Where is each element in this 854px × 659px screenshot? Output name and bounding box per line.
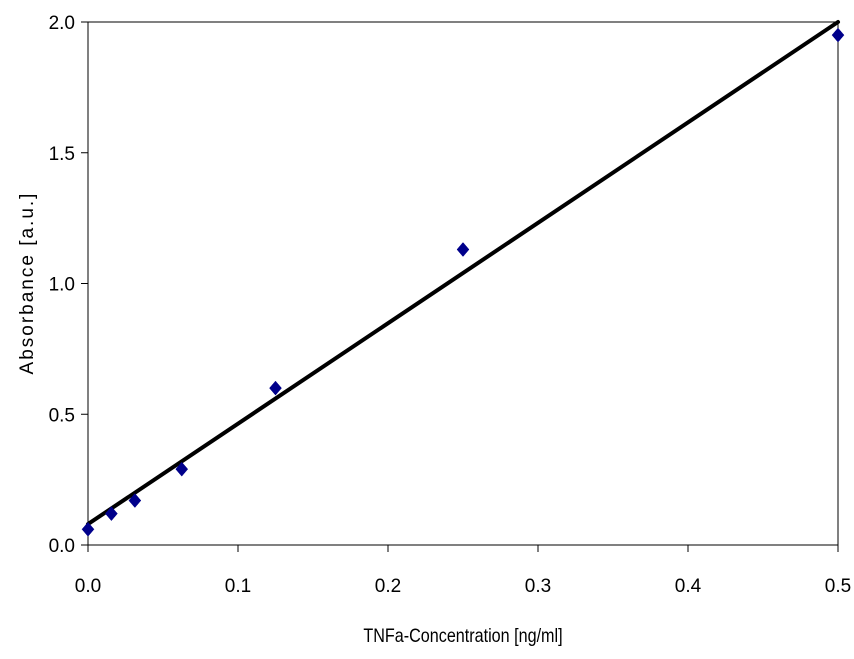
x-tick-label: 0.5 [825, 576, 851, 597]
data-point-diamond [175, 461, 189, 477]
linear-trendline [86, 20, 840, 527]
y-axis-ticks: 0.0 0.5 1.0 1.5 2.0 [49, 13, 88, 557]
y-tick-label: 2.0 [49, 13, 75, 34]
data-point-diamond [105, 506, 118, 522]
data-point-diamond [81, 521, 95, 537]
data-point-diamond [269, 380, 282, 396]
data-points [81, 27, 845, 537]
x-tick-label: 0.4 [675, 576, 702, 597]
data-point-diamond [128, 493, 142, 508]
y-tick-label: 0.5 [49, 405, 75, 426]
x-tick-label: 0.1 [225, 576, 251, 597]
y-axis-title: Absorbance [a.u.] [17, 192, 38, 375]
x-axis-ticks: 0.0 0.1 0.2 0.3 0.4 0.5 [75, 545, 851, 597]
x-tick-label: 0.3 [525, 576, 551, 597]
y-tick-label: 1.0 [49, 275, 75, 296]
x-tick-label: 0.2 [375, 576, 401, 597]
data-point-diamond [456, 242, 470, 257]
y-tick-label: 1.5 [49, 144, 75, 165]
y-tick-label: 0.0 [49, 536, 75, 557]
data-point-diamond [831, 27, 845, 43]
x-tick-label: 0.0 [75, 576, 101, 597]
plot-area [87, 21, 839, 546]
x-axis-title: TNFa-Concentration [ng/ml] [363, 625, 562, 647]
